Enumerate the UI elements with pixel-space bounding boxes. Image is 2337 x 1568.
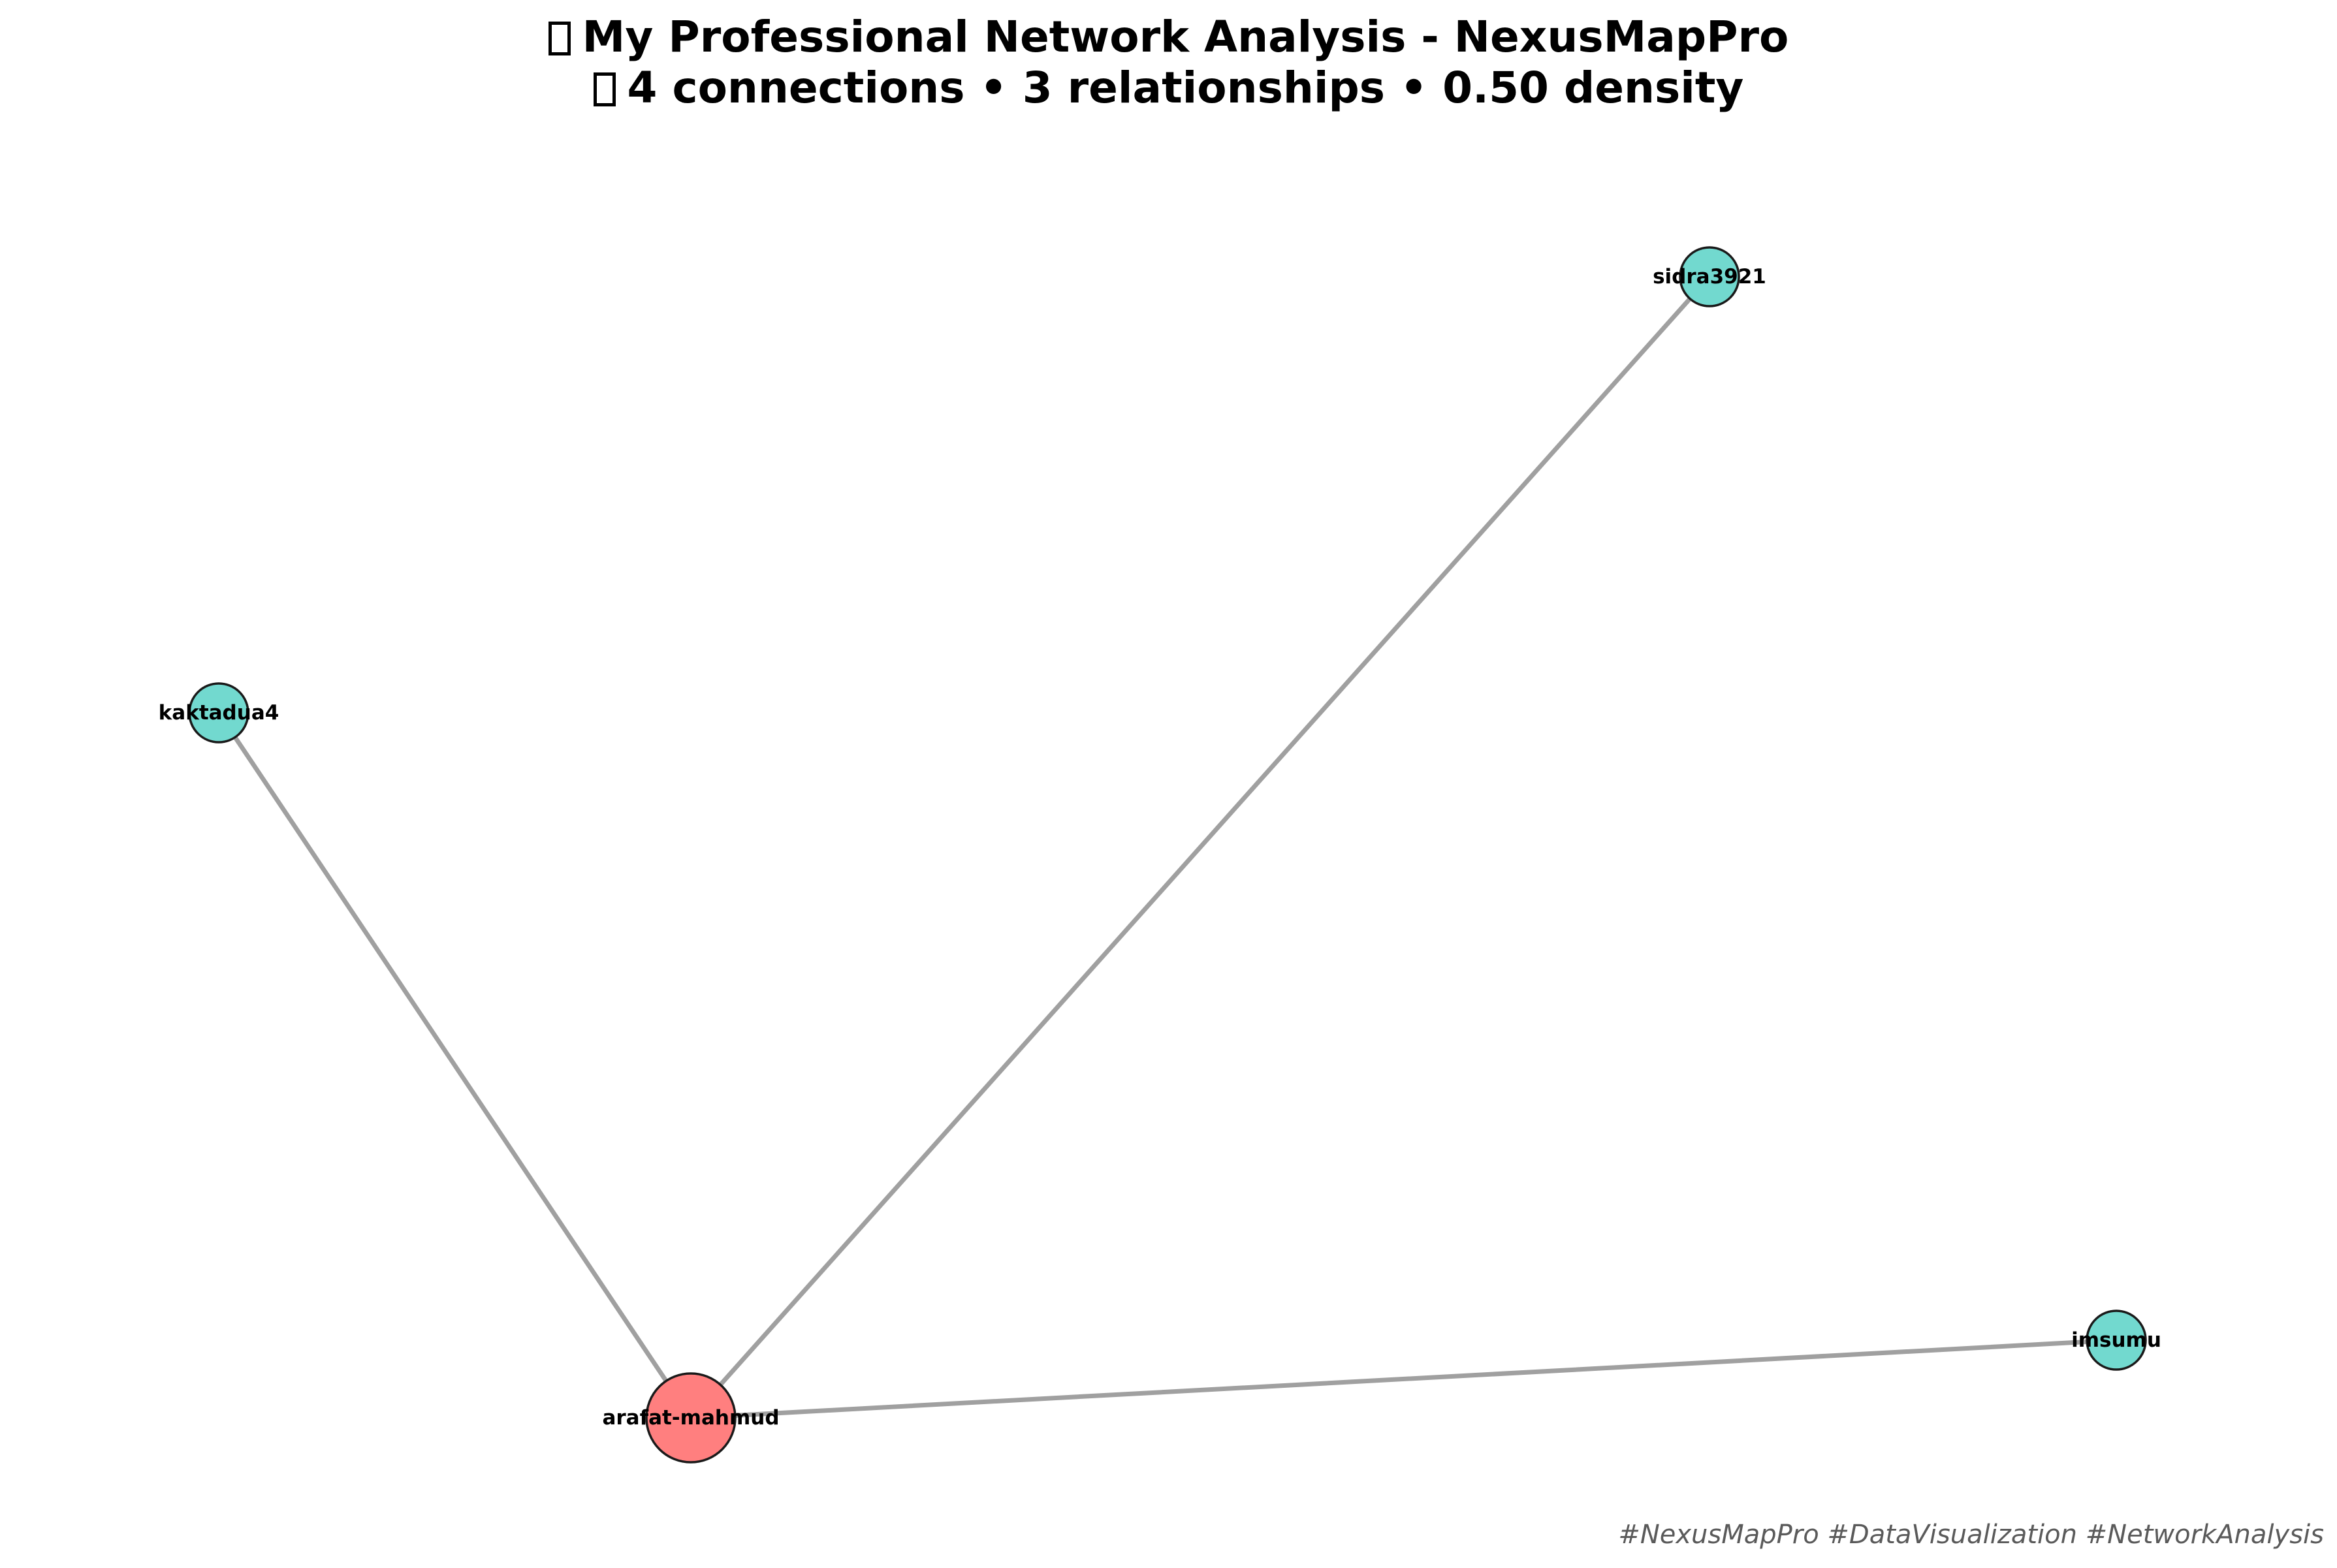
node-label-arafat-mahmud: arafat-mahmud (602, 1406, 779, 1430)
hashtag-footer: #NexusMapPro #DataVisualization #Network… (1618, 1520, 2324, 1550)
node-arafat-mahmud[interactable] (645, 1372, 737, 1464)
node-label-kaktadua4: kaktadua4 (159, 701, 279, 725)
node-sidra3921[interactable] (1679, 246, 1740, 307)
node-label-sidra3921: sidra3921 (1653, 265, 1766, 289)
page-title: My Professional Network Analysis - Nexus… (0, 16, 2337, 59)
page-subtitle: 4 connections • 3 relationships • 0.50 d… (0, 67, 2337, 110)
chart-emoji-icon (548, 22, 571, 55)
labels-layer: arafat-mahmud kaktadua4 sidra3921 imsumu (159, 265, 2161, 1430)
node-imsumu[interactable] (2086, 1309, 2147, 1371)
edge-arafat-mahmud-imsumu (688, 1338, 2119, 1420)
nodes-layer (188, 246, 2147, 1464)
node-kaktadua4[interactable] (188, 682, 249, 744)
edge-arafat-mahmud-kaktadua4 (216, 710, 693, 1420)
edges-layer (216, 274, 2119, 1420)
page-title-text: My Professional Network Analysis - Nexus… (582, 12, 1789, 62)
edge-arafat-mahmud-sidra3921 (688, 274, 1712, 1420)
node-label-imsumu: imsumu (2071, 1328, 2161, 1352)
page-subtitle-text: 4 connections • 3 relationships • 0.50 d… (627, 63, 1744, 113)
link-emoji-icon (593, 72, 616, 106)
